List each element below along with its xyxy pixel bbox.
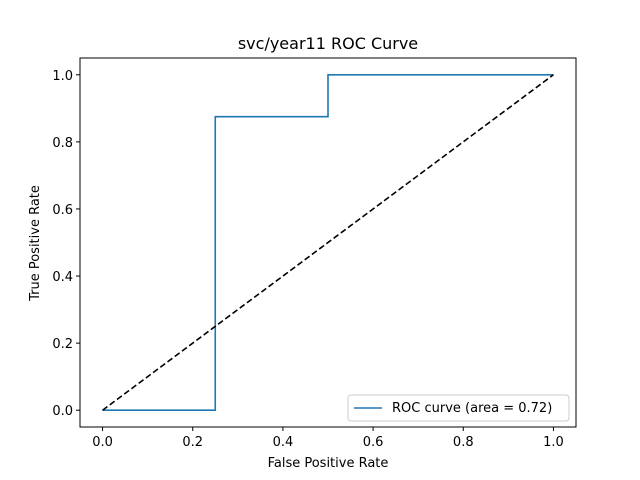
axes-frame [79,57,577,428]
x-tick-label: 0.4 [273,435,294,450]
legend-entry-label: ROC curve (area = 0.72) [392,401,552,416]
x-tick-label: 1.0 [543,435,564,450]
y-tick-label: 0.6 [52,203,73,218]
plot-area: 0.0 0.2 0.4 0.6 0.8 1.0 0.0 0.2 0.4 0.6 0.8 1.0 [52,57,577,450]
y-tick-label: 0.8 [52,136,73,151]
x-tick-label: 0.6 [363,435,384,450]
x-tick-label: 0.2 [182,435,203,450]
y-tick-label: 1.0 [52,69,73,84]
y-tick-label: 0.2 [52,337,73,352]
y-tick-label: 0.4 [52,270,73,285]
legend: ROC curve (area = 0.72) [347,394,570,422]
y-axis-label: True Positive Rate [28,185,43,302]
roc-curve-line [102,73,554,412]
x-tick-label: 0.8 [453,435,474,450]
legend-box [347,394,570,422]
diagonal-reference-line [102,74,554,411]
y-tick-label: 0.0 [52,404,73,419]
x-axis-label: False Positive Rate [268,456,389,471]
x-tick-label: 0.0 [92,435,113,450]
chart-title: svc/year11 ROC Curve [238,34,418,53]
